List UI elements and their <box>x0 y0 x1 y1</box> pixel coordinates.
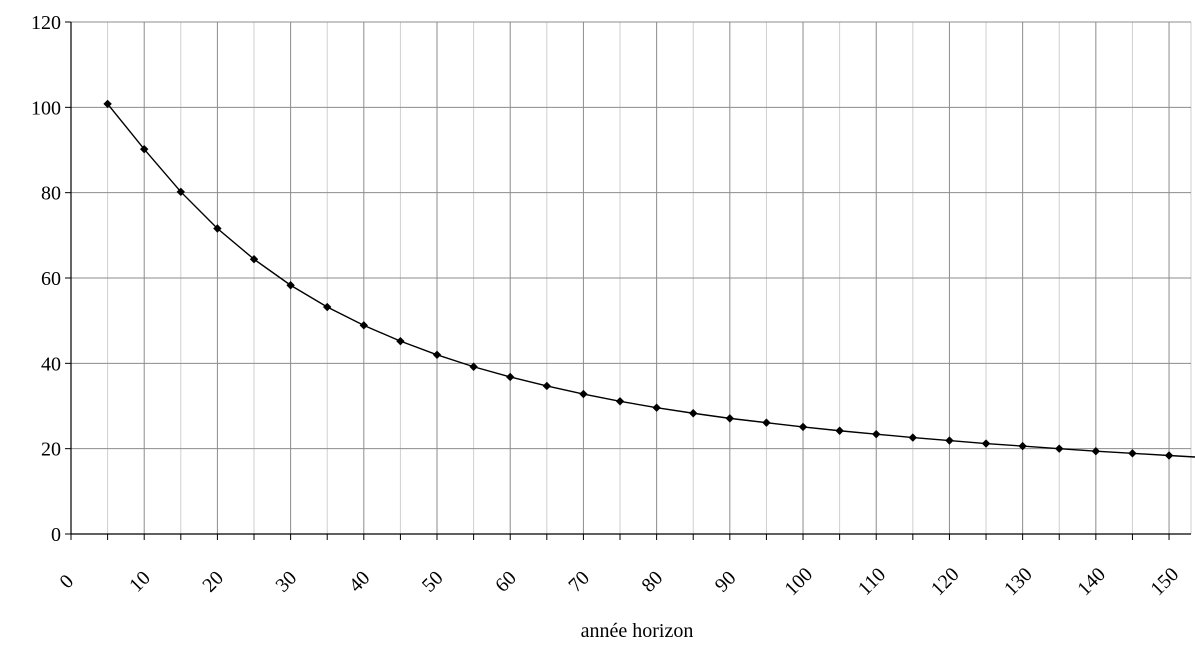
x-tick-label: 10 <box>125 567 155 597</box>
x-tick-label: 90 <box>711 567 741 597</box>
y-tick-label: 60 <box>41 268 61 290</box>
data-point <box>689 409 697 417</box>
data-point <box>872 430 880 438</box>
y-tick-label: 100 <box>31 97 61 119</box>
data-point <box>396 337 404 345</box>
x-axis-label: année horizon <box>581 620 694 642</box>
y-axis-ticks: 0 20 40 60 80 100 120 <box>31 12 71 546</box>
y-tick-label: 40 <box>41 353 61 375</box>
x-tick-label: 20 <box>198 567 228 597</box>
x-tick-label: 150 <box>1146 563 1183 600</box>
series-group <box>103 100 1195 462</box>
y-tick-label: 120 <box>31 12 61 34</box>
y-tick-label: 80 <box>41 183 61 205</box>
data-point <box>323 303 331 311</box>
data-point <box>982 439 990 447</box>
data-point <box>360 321 368 329</box>
x-axis-ticks: 0 10 20 30 40 50 60 70 80 90 100 110 120 130 140 150 <box>55 534 1183 600</box>
x-tick-label: 0 <box>55 570 78 593</box>
data-point <box>616 397 624 405</box>
y-tick-label: 0 <box>51 524 61 546</box>
x-tick-label: 130 <box>1000 563 1037 600</box>
x-tick-label: 110 <box>854 564 890 600</box>
x-tick-label: 100 <box>780 563 817 600</box>
data-point <box>909 433 917 441</box>
data-point <box>433 351 441 359</box>
x-tick-label: 50 <box>418 567 448 597</box>
data-point <box>506 373 514 381</box>
data-point <box>579 390 587 398</box>
y-tick-label: 20 <box>41 439 61 461</box>
data-point <box>762 418 770 426</box>
data-point <box>652 404 660 412</box>
grid-lines <box>71 22 1191 534</box>
data-point <box>835 427 843 435</box>
data-point <box>543 382 551 390</box>
data-series <box>103 100 1195 462</box>
data-point <box>945 436 953 444</box>
x-tick-label: 140 <box>1073 563 1110 600</box>
x-tick-label: 120 <box>927 563 964 600</box>
x-tick-label: 40 <box>345 567 375 597</box>
x-tick-label: 70 <box>564 567 594 597</box>
data-point <box>799 423 807 431</box>
data-point <box>1128 449 1136 457</box>
x-tick-label: 30 <box>272 567 302 597</box>
x-tick-label: 80 <box>638 567 668 597</box>
x-tick-label: 60 <box>491 567 521 597</box>
data-point <box>726 414 734 422</box>
data-point <box>1055 444 1063 452</box>
series-line <box>108 104 1195 458</box>
data-point <box>1165 451 1173 459</box>
